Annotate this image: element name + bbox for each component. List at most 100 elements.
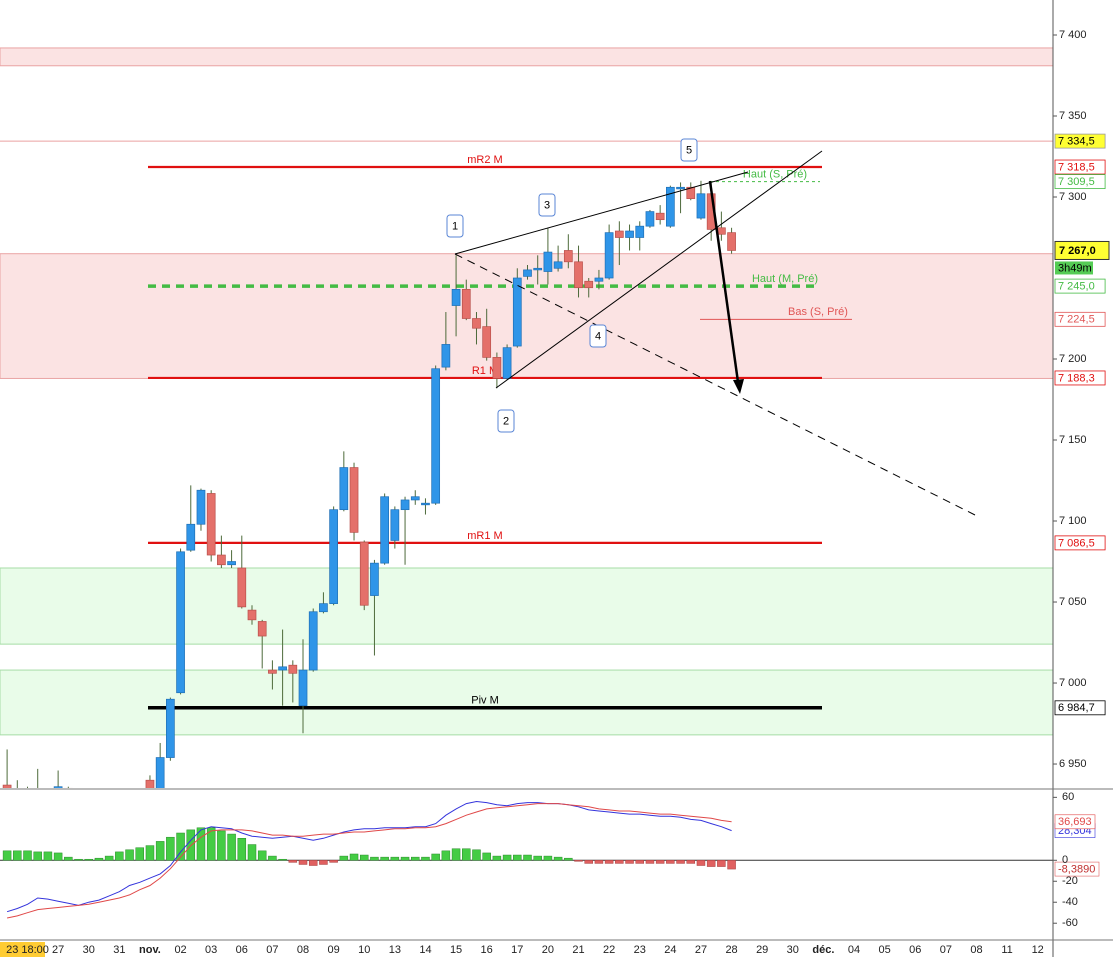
histogram-bar bbox=[451, 848, 461, 861]
histogram-bar bbox=[319, 860, 328, 865]
wave-label: 3 bbox=[544, 199, 550, 211]
level-axis-label: 7 318,5 bbox=[1058, 161, 1095, 173]
candle-body bbox=[278, 666, 287, 671]
candle-body bbox=[370, 562, 379, 596]
candle-body bbox=[2, 784, 12, 788]
histogram-bar bbox=[329, 860, 338, 863]
wave-box bbox=[680, 138, 698, 162]
x-tick-label: 31 bbox=[113, 944, 125, 956]
candle-body bbox=[666, 186, 675, 227]
histogram-bar bbox=[227, 833, 236, 861]
levels: mR2 M Haut (S, Pré) Haut (M, Pré) Bas (S, P… bbox=[0, 140, 1053, 710]
histogram-bar bbox=[237, 838, 247, 861]
current-price-box bbox=[1054, 240, 1110, 260]
candle-body bbox=[512, 277, 522, 347]
candle-body bbox=[727, 232, 736, 251]
arrow-shaft bbox=[708, 180, 740, 383]
macd-line bbox=[6, 803, 732, 919]
x-tick-label: 23 bbox=[634, 944, 646, 956]
x-tick-label: 28 bbox=[725, 944, 737, 956]
candle-body bbox=[380, 496, 389, 564]
level-name: R1 M bbox=[472, 365, 498, 377]
level-axis-box bbox=[1054, 311, 1106, 327]
x-tick-label: 24 bbox=[664, 944, 676, 956]
timer-box bbox=[1055, 261, 1093, 275]
x-tick-label: 27 bbox=[52, 944, 64, 956]
histogram-bar bbox=[13, 850, 22, 861]
candle-body bbox=[95, 821, 103, 826]
histogram-bar bbox=[125, 849, 134, 861]
level-name: Bas (S, Pré) bbox=[788, 306, 848, 318]
candle-body bbox=[126, 805, 134, 810]
candle-body bbox=[105, 816, 113, 821]
level-axis-box bbox=[1054, 159, 1106, 175]
candle-body bbox=[196, 489, 206, 525]
histogram-bar bbox=[594, 860, 604, 864]
candle-body bbox=[75, 813, 83, 816]
histogram-bar bbox=[655, 860, 665, 864]
histogram-bar bbox=[217, 830, 226, 861]
histogram-bar bbox=[421, 856, 430, 861]
candle-body bbox=[359, 541, 369, 606]
level-axis-box bbox=[1054, 700, 1106, 716]
wave-labels: 1 2 3 4 5 bbox=[446, 138, 698, 433]
x-tick-label: 21 bbox=[572, 944, 584, 956]
histogram-bar bbox=[370, 856, 379, 861]
candle-body bbox=[145, 779, 155, 788]
x-tick-label: 17 bbox=[511, 944, 523, 956]
level-axis-label: 7 334,5 bbox=[1058, 136, 1095, 148]
x-tick-label: 16 bbox=[481, 944, 493, 956]
candle-body bbox=[319, 603, 328, 613]
candle-body bbox=[136, 800, 144, 805]
histogram-bar bbox=[574, 860, 583, 862]
zone bbox=[0, 669, 1053, 736]
histogram-bar bbox=[564, 857, 573, 861]
histogram-bar bbox=[308, 860, 318, 866]
level-axis-label: 7 309,5 bbox=[1058, 176, 1095, 188]
candle-body bbox=[298, 669, 308, 707]
histogram-bar bbox=[33, 851, 42, 861]
y-tick-label: 7 200 bbox=[1059, 353, 1087, 365]
candle-body bbox=[268, 669, 277, 674]
time-highlight bbox=[0, 942, 45, 957]
level-name: mR1 M bbox=[467, 530, 502, 542]
candle-body bbox=[410, 496, 420, 501]
macd-y-tick-label: 0 bbox=[1062, 854, 1068, 866]
level-name: mR2 M bbox=[467, 154, 502, 166]
histogram-bar bbox=[298, 860, 308, 865]
candle-body bbox=[288, 664, 298, 674]
candle-body bbox=[645, 211, 655, 227]
candle-body bbox=[502, 347, 512, 379]
candle-body bbox=[85, 816, 93, 826]
candle-body bbox=[461, 288, 471, 319]
level-name: Haut (S, Pré) bbox=[743, 169, 807, 181]
histogram-bar bbox=[431, 853, 440, 861]
candle-body bbox=[24, 800, 32, 813]
x-tick-label: 08 bbox=[297, 944, 309, 956]
histogram-bar bbox=[400, 856, 410, 861]
histogram-bar bbox=[74, 858, 83, 861]
wave-label: 1 bbox=[452, 220, 458, 232]
zones bbox=[0, 47, 1053, 736]
x-tick-label: 06 bbox=[236, 944, 248, 956]
candle-body bbox=[115, 809, 123, 815]
wave-label: 5 bbox=[686, 144, 692, 156]
candle-body bbox=[166, 698, 175, 758]
histogram-bar bbox=[155, 841, 165, 861]
wave-box bbox=[497, 409, 515, 433]
histogram-bar bbox=[533, 855, 542, 861]
histogram-bar bbox=[390, 856, 400, 861]
histogram-bar bbox=[23, 850, 32, 861]
candle-body bbox=[451, 288, 461, 306]
histogram-bar bbox=[472, 849, 481, 861]
candle-body bbox=[53, 786, 63, 788]
x-tick-label: 07 bbox=[266, 944, 278, 956]
candle-body bbox=[390, 509, 400, 541]
histogram-bar bbox=[206, 827, 216, 861]
y-tick-label: 7 000 bbox=[1059, 677, 1087, 689]
candle-body bbox=[543, 251, 553, 272]
current-price-label: 7 267,0 bbox=[1059, 245, 1096, 257]
histogram-value-box bbox=[1054, 861, 1100, 877]
